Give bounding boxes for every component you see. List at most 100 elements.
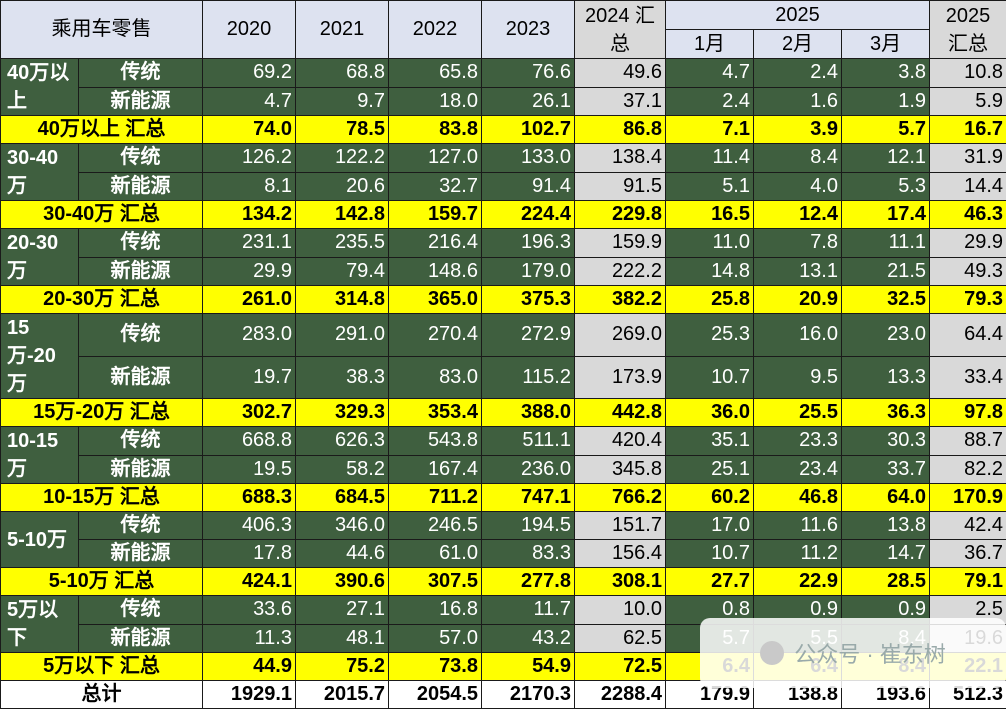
subtotal-value: 307.5 — [389, 568, 482, 596]
value-cell: 1.6 — [754, 87, 842, 116]
subtotal-value: 25.8 — [666, 286, 754, 314]
value-cell: 179.0 — [482, 257, 575, 286]
wechat-icon — [760, 641, 784, 665]
value-cell: 79.4 — [296, 257, 389, 286]
value-cell: 5.9 — [930, 87, 1006, 116]
value-cell: 138.4 — [575, 144, 666, 173]
value-cell: 222.2 — [575, 257, 666, 286]
type-label: 新能源 — [79, 455, 203, 484]
value-cell: 2.4 — [754, 59, 842, 88]
category-label: 40万以上 — [1, 59, 79, 116]
value-cell: 82.2 — [930, 455, 1006, 484]
value-cell: 231.1 — [203, 229, 296, 258]
subtotal-label: 15万-20万 汇总 — [1, 399, 203, 427]
subtotal-value: 382.2 — [575, 286, 666, 314]
value-cell: 3.8 — [842, 59, 930, 88]
subtotal-value: 229.8 — [575, 201, 666, 229]
subtotal-value: 83.8 — [389, 116, 482, 144]
value-cell: 62.5 — [575, 624, 666, 653]
value-cell: 1.9 — [842, 87, 930, 116]
value-cell: 48.1 — [296, 624, 389, 653]
type-label: 新能源 — [79, 87, 203, 116]
subtotal-value: 102.7 — [482, 116, 575, 144]
col-2021: 2021 — [296, 1, 389, 59]
value-cell: 30.3 — [842, 427, 930, 456]
value-cell: 36.7 — [930, 540, 1006, 568]
subtotal-value: 46.8 — [754, 484, 842, 512]
value-cell: 272.9 — [482, 314, 575, 357]
type-label: 新能源 — [79, 356, 203, 399]
watermark-text: 公众号 · 崔东树 — [794, 637, 946, 669]
value-cell: 20.6 — [296, 172, 389, 201]
type-label: 新能源 — [79, 624, 203, 653]
subtotal-label: 30-40万 汇总 — [1, 201, 203, 229]
subtotal-value: 766.2 — [575, 484, 666, 512]
value-cell: 57.0 — [389, 624, 482, 653]
category-label: 15万-20万 — [1, 314, 79, 399]
subtotal-value: 688.3 — [203, 484, 296, 512]
value-cell: 151.7 — [575, 512, 666, 540]
value-cell: 17.0 — [666, 512, 754, 540]
category-label: 5万以下 — [1, 596, 79, 653]
subtotal-value: 64.0 — [842, 484, 930, 512]
subtotal-value: 79.1 — [930, 568, 1006, 596]
type-label: 新能源 — [79, 172, 203, 201]
value-cell: 49.6 — [575, 59, 666, 88]
value-cell: 42.4 — [930, 512, 1006, 540]
subtotal-value: 12.4 — [754, 201, 842, 229]
value-cell: 7.8 — [754, 229, 842, 258]
value-cell: 35.1 — [666, 427, 754, 456]
subtotal-value: 73.8 — [389, 653, 482, 681]
value-cell: 346.0 — [296, 512, 389, 540]
value-cell: 43.2 — [482, 624, 575, 653]
value-cell: 196.3 — [482, 229, 575, 258]
subtotal-label: 10-15万 汇总 — [1, 484, 203, 512]
value-cell: 33.4 — [930, 356, 1006, 399]
value-cell: 11.3 — [203, 624, 296, 653]
value-cell: 12.1 — [842, 144, 930, 173]
value-cell: 83.3 — [482, 540, 575, 568]
value-cell: 10.7 — [666, 540, 754, 568]
value-cell: 14.8 — [666, 257, 754, 286]
value-cell: 33.6 — [203, 596, 296, 625]
subtotal-value: 46.3 — [930, 201, 1006, 229]
value-cell: 23.3 — [754, 427, 842, 456]
value-cell: 11.2 — [754, 540, 842, 568]
value-cell: 9.5 — [754, 356, 842, 399]
type-label: 传统 — [79, 59, 203, 88]
value-cell: 167.4 — [389, 455, 482, 484]
value-cell: 44.6 — [296, 540, 389, 568]
category-label: 5-10万 — [1, 512, 79, 568]
col-2020: 2020 — [203, 1, 296, 59]
value-cell: 4.7 — [203, 87, 296, 116]
value-cell: 11.4 — [666, 144, 754, 173]
value-cell: 126.2 — [203, 144, 296, 173]
value-cell: 9.7 — [296, 87, 389, 116]
col-2025-sum: 2025 汇总 — [930, 1, 1006, 59]
value-cell: 19.7 — [203, 356, 296, 399]
value-cell: 13.1 — [754, 257, 842, 286]
value-cell: 511.1 — [482, 427, 575, 456]
value-cell: 10.0 — [575, 596, 666, 625]
subtotal-value: 388.0 — [482, 399, 575, 427]
subtotal-value: 32.5 — [842, 286, 930, 314]
watermark: 公众号 · 崔东树 — [700, 618, 1006, 688]
value-cell: 668.8 — [203, 427, 296, 456]
value-cell: 19.5 — [203, 455, 296, 484]
value-cell: 291.0 — [296, 314, 389, 357]
value-cell: 2.4 — [666, 87, 754, 116]
table-title: 乘用车零售 — [1, 1, 203, 59]
subtotal-value: 277.8 — [482, 568, 575, 596]
value-cell: 13.3 — [842, 356, 930, 399]
subtotal-value: 20.9 — [754, 286, 842, 314]
